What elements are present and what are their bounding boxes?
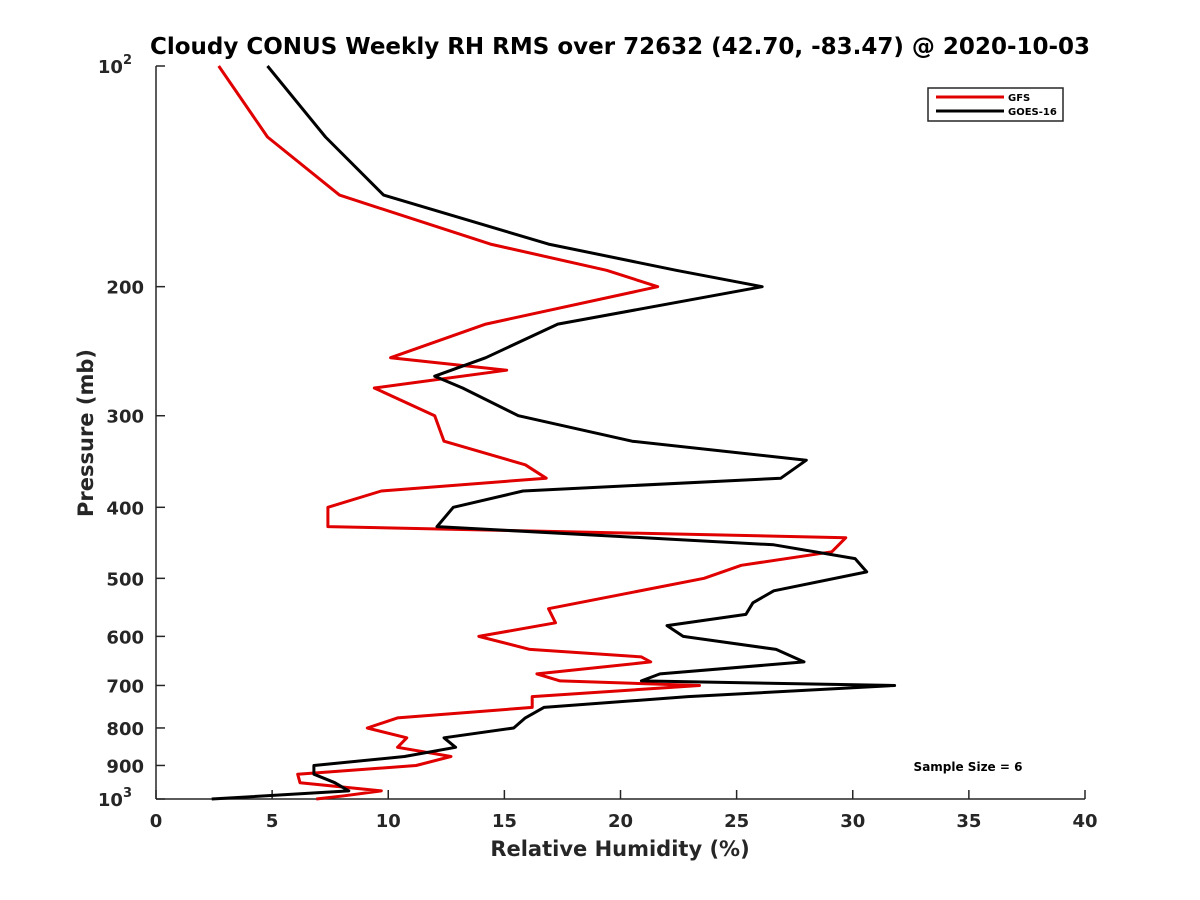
y-tick-label: 102	[98, 53, 132, 78]
y-tick-label: 400	[106, 498, 144, 519]
y-tick-label: 700	[106, 676, 144, 697]
legend-label: GFS	[1008, 93, 1030, 104]
x-tick-label: 5	[266, 811, 279, 832]
sample-size-annotation: Sample Size = 6	[914, 760, 1023, 774]
y-tick-label: 800	[106, 719, 144, 740]
legend: GFS GOES-16	[927, 87, 1064, 122]
plot-area: 0 5 10 15 20 25 30 35 40 102 200 300 400 500 600 700 800…	[98, 53, 1098, 832]
x-tick-label: 35	[956, 811, 981, 832]
x-tick-label: 30	[840, 811, 865, 832]
y-tick-label: 200	[106, 278, 144, 299]
y-tick-label: 900	[106, 756, 144, 777]
legend-label: GOES-16	[1008, 107, 1057, 118]
y-tick-label: 300	[106, 407, 144, 428]
y-tick-label: 500	[106, 569, 144, 590]
legend-box	[927, 87, 1064, 122]
x-tick-label: 10	[376, 811, 401, 832]
x-tick-label: 40	[1072, 811, 1097, 832]
x-tick-label: 20	[608, 811, 633, 832]
x-tick-label: 0	[150, 811, 163, 832]
y-axis-label: Pressure (mb)	[74, 349, 98, 517]
x-axis-label: Relative Humidity (%)	[490, 837, 749, 861]
chart-title: Cloudy CONUS Weekly RH RMS over 72632 (4…	[150, 34, 1090, 60]
y-tick-label: 600	[106, 627, 144, 648]
series-layer	[211, 65, 897, 801]
series-line-gfs	[217, 65, 848, 801]
x-tick-label: 25	[724, 811, 749, 832]
y-tick-label: 103	[98, 786, 132, 811]
series-line-goes-16	[211, 65, 897, 801]
x-tick-label: 15	[492, 811, 517, 832]
